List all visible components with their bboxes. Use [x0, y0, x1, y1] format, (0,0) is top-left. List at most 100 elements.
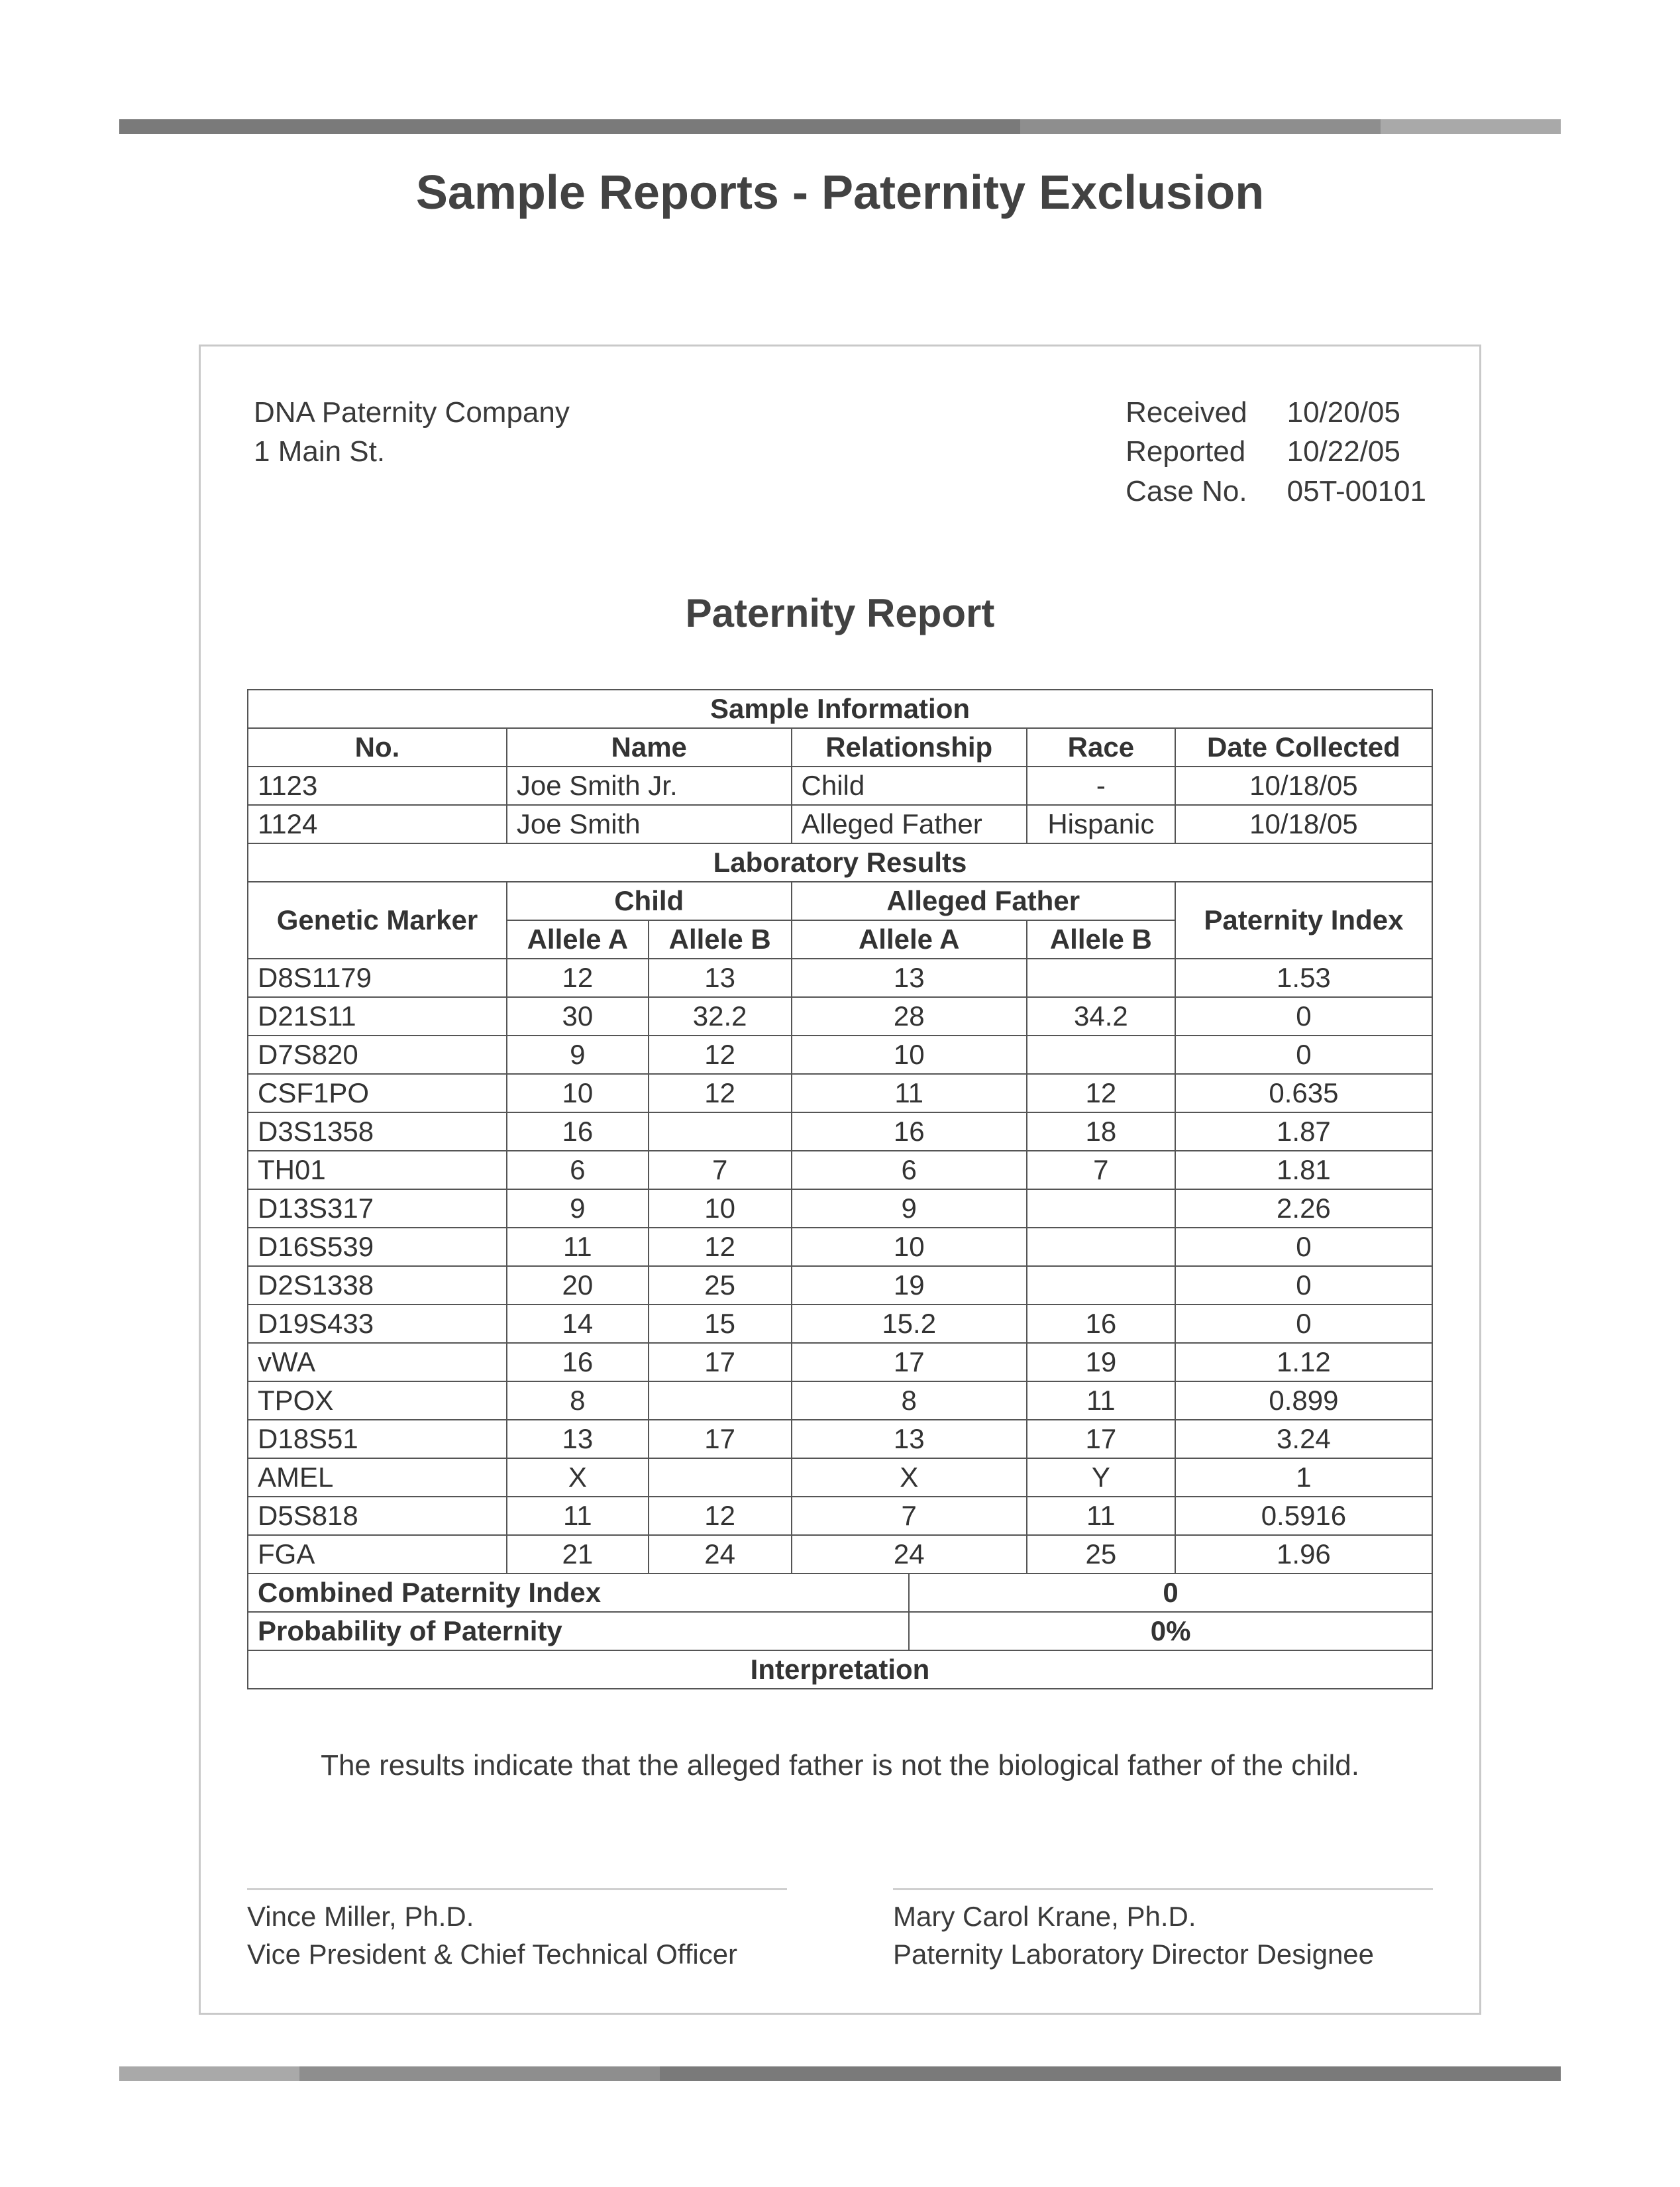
marker-row: TH0167671.81: [248, 1151, 1432, 1189]
father-allele-a: 16: [792, 1112, 1027, 1151]
child-allele-a: 6: [507, 1151, 649, 1189]
marker-row: D5S81811127110.5916: [248, 1497, 1432, 1535]
father-allele-b: 11: [1027, 1381, 1175, 1420]
combined-value: 0: [909, 1574, 1432, 1612]
marker-row: D13S31791092.26: [248, 1189, 1432, 1228]
signer-name: Mary Carol Krane, Ph.D.: [893, 1898, 1433, 1936]
marker-row: D16S5391112100: [248, 1228, 1432, 1266]
marker-name: CSF1PO: [248, 1074, 507, 1112]
paternity-index: 0: [1175, 1266, 1432, 1305]
report-frame: DNA Paternity Company 1 Main St. Receive…: [199, 345, 1481, 2015]
father-allele-b: 11: [1027, 1497, 1175, 1535]
page: Sample Reports - Paternity Exclusion DNA…: [0, 0, 1680, 2187]
lab-header-row-1: Genetic Marker Child Alleged Father Pate…: [248, 882, 1432, 920]
child-allele-a: 16: [507, 1343, 649, 1381]
marker-name: FGA: [248, 1535, 507, 1574]
child-allele-b: 32.2: [649, 997, 792, 1036]
paternity-index: 0.635: [1175, 1074, 1432, 1112]
col-race: Race: [1027, 728, 1175, 767]
marker-row: AMELXXY1: [248, 1458, 1432, 1497]
father-allele-a: 13: [792, 959, 1027, 997]
paternity-index: 0: [1175, 1036, 1432, 1074]
sample-date: 10/18/05: [1175, 805, 1432, 843]
col-father-allele-b: Allele B: [1027, 920, 1175, 959]
company-name: DNA Paternity Company: [254, 393, 570, 432]
col-alleged-father: Alleged Father: [792, 882, 1175, 920]
marker-row: D8S11791213131.53: [248, 959, 1432, 997]
child-allele-b: 24: [649, 1535, 792, 1574]
sample-info-heading: Sample Information: [248, 690, 1432, 728]
marker-name: D16S539: [248, 1228, 507, 1266]
report-table: Sample Information No. Name Relationship…: [247, 689, 1433, 1689]
father-allele-a: 15.2: [792, 1305, 1027, 1343]
sample-info-header-row: No. Name Relationship Race Date Collecte…: [248, 728, 1432, 767]
sample-relationship: Alleged Father: [792, 805, 1027, 843]
bar-segment: [1381, 119, 1561, 134]
paternity-index: 0: [1175, 1305, 1432, 1343]
marker-name: D18S51: [248, 1420, 507, 1458]
col-father-allele-a: Allele A: [792, 920, 1027, 959]
sample-name: Joe Smith Jr.: [507, 767, 792, 805]
combined-label: Combined Paternity Index: [248, 1574, 909, 1612]
marker-name: D13S317: [248, 1189, 507, 1228]
child-allele-a: 16: [507, 1112, 649, 1151]
father-allele-a: 9: [792, 1189, 1027, 1228]
bar-segment: [299, 2066, 660, 2081]
bar-segment: [660, 2066, 1561, 2081]
top-divider-bar: [119, 119, 1561, 134]
probability-label: Probability of Paternity: [248, 1612, 909, 1650]
caseno-label: Case No.: [1126, 472, 1247, 511]
father-allele-b: [1027, 959, 1175, 997]
father-allele-a: 13: [792, 1420, 1027, 1458]
father-allele-b: [1027, 1189, 1175, 1228]
paternity-index: 2.26: [1175, 1189, 1432, 1228]
father-allele-a: 10: [792, 1228, 1027, 1266]
marker-row: CSF1PO101211120.635: [248, 1074, 1432, 1112]
document-title: Sample Reports - Paternity Exclusion: [0, 166, 1680, 220]
col-paternity-index: Paternity Index: [1175, 882, 1432, 959]
signer-title: Paternity Laboratory Director Designee: [893, 1936, 1433, 1974]
marker-name: D21S11: [248, 997, 507, 1036]
col-name: Name: [507, 728, 792, 767]
child-allele-a: 14: [507, 1305, 649, 1343]
case-meta: Received Reported Case No. 10/20/05 10/2…: [1126, 393, 1426, 511]
col-child-allele-a: Allele A: [507, 920, 649, 959]
child-allele-b: 7: [649, 1151, 792, 1189]
marker-row: vWA161717191.12: [248, 1343, 1432, 1381]
paternity-index: 1.53: [1175, 959, 1432, 997]
probability-row: Probability of Paternity 0%: [248, 1612, 1432, 1650]
father-allele-a: X: [792, 1458, 1027, 1497]
reported-label: Reported: [1126, 432, 1247, 471]
child-allele-a: 20: [507, 1266, 649, 1305]
marker-name: D19S433: [248, 1305, 507, 1343]
marker-row: D21S113032.22834.20: [248, 997, 1432, 1036]
received-value: 10/20/05: [1287, 393, 1426, 432]
signer-name: Vince Miller, Ph.D.: [247, 1898, 787, 1936]
sample-name: Joe Smith: [507, 805, 792, 843]
report-title: Paternity Report: [247, 590, 1433, 636]
bottom-divider-bar: [119, 2066, 1561, 2081]
child-allele-b: 12: [649, 1074, 792, 1112]
sample-relationship: Child: [792, 767, 1027, 805]
received-label: Received: [1126, 393, 1247, 432]
father-allele-a: 19: [792, 1266, 1027, 1305]
marker-name: D5S818: [248, 1497, 507, 1535]
sample-row: 1124 Joe Smith Alleged Father Hispanic 1…: [248, 805, 1432, 843]
child-allele-b: 13: [649, 959, 792, 997]
child-allele-b: 10: [649, 1189, 792, 1228]
col-child: Child: [507, 882, 792, 920]
child-allele-a: 9: [507, 1036, 649, 1074]
father-allele-a: 6: [792, 1151, 1027, 1189]
marker-row: D19S433141515.2160: [248, 1305, 1432, 1343]
col-no: No.: [248, 728, 507, 767]
signer-title: Vice President & Chief Technical Officer: [247, 1936, 787, 1974]
combined-paternity-row: Combined Paternity Index 0: [248, 1574, 1432, 1612]
child-allele-b: 12: [649, 1036, 792, 1074]
marker-name: D8S1179: [248, 959, 507, 997]
marker-name: D7S820: [248, 1036, 507, 1074]
child-allele-a: 8: [507, 1381, 649, 1420]
child-allele-a: 11: [507, 1228, 649, 1266]
father-allele-a: 28: [792, 997, 1027, 1036]
interpretation-heading: Interpretation: [248, 1650, 1432, 1689]
father-allele-b: 12: [1027, 1074, 1175, 1112]
